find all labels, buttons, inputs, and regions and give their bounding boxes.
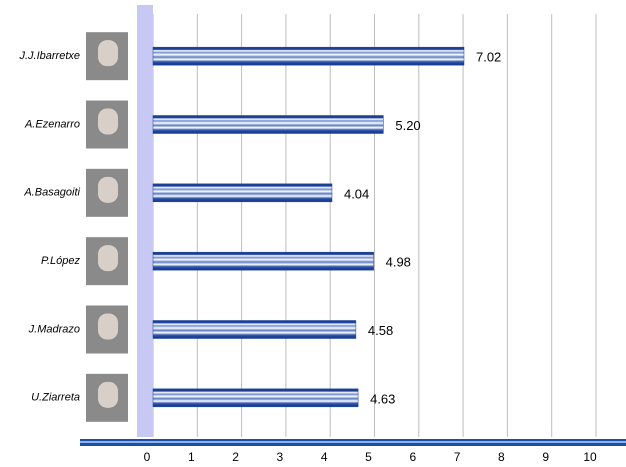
portrait-face — [98, 108, 118, 135]
category-label: J.Madrazo — [28, 323, 80, 335]
axis-band — [137, 5, 153, 437]
bar — [152, 320, 357, 339]
x-tick-label: 1 — [188, 450, 195, 464]
x-tick-label: 9 — [542, 450, 549, 464]
x-tick-label: 5 — [365, 450, 372, 464]
x-tick-label: 4 — [321, 450, 328, 464]
bar — [152, 115, 384, 134]
portrait-face — [98, 381, 118, 408]
x-tick-label: 8 — [498, 450, 505, 464]
value-label: 4.98 — [386, 255, 411, 270]
category-label: J.J.Ibarretxe — [18, 50, 80, 62]
value-label: 4.63 — [370, 391, 395, 406]
value-label: 5.20 — [395, 118, 420, 133]
bar — [152, 388, 359, 408]
x-tick-label: 10 — [583, 450, 597, 464]
value-label: 4.04 — [344, 186, 369, 201]
x-tick-label: 3 — [277, 450, 284, 464]
portrait-face — [98, 176, 118, 203]
category-label: U.Ziarreta — [31, 392, 80, 404]
portrait-face — [98, 40, 118, 67]
bar — [152, 183, 333, 203]
bar — [152, 251, 374, 271]
x-tick-label: 2 — [232, 450, 239, 464]
category-label: P.López — [41, 255, 80, 267]
value-label: 4.58 — [368, 323, 393, 338]
portrait-face — [98, 245, 118, 272]
x-tick-label: 6 — [409, 450, 416, 464]
x-tick-label: 0 — [144, 450, 151, 464]
x-tick-label: 7 — [454, 450, 461, 464]
portrait-face — [98, 313, 118, 340]
bar — [152, 46, 465, 66]
category-label: A.Ezenarro — [24, 118, 80, 130]
category-label: A.Basagoiti — [23, 187, 80, 199]
x-axis-highlight — [80, 441, 626, 443]
value-label: 7.02 — [476, 50, 501, 65]
